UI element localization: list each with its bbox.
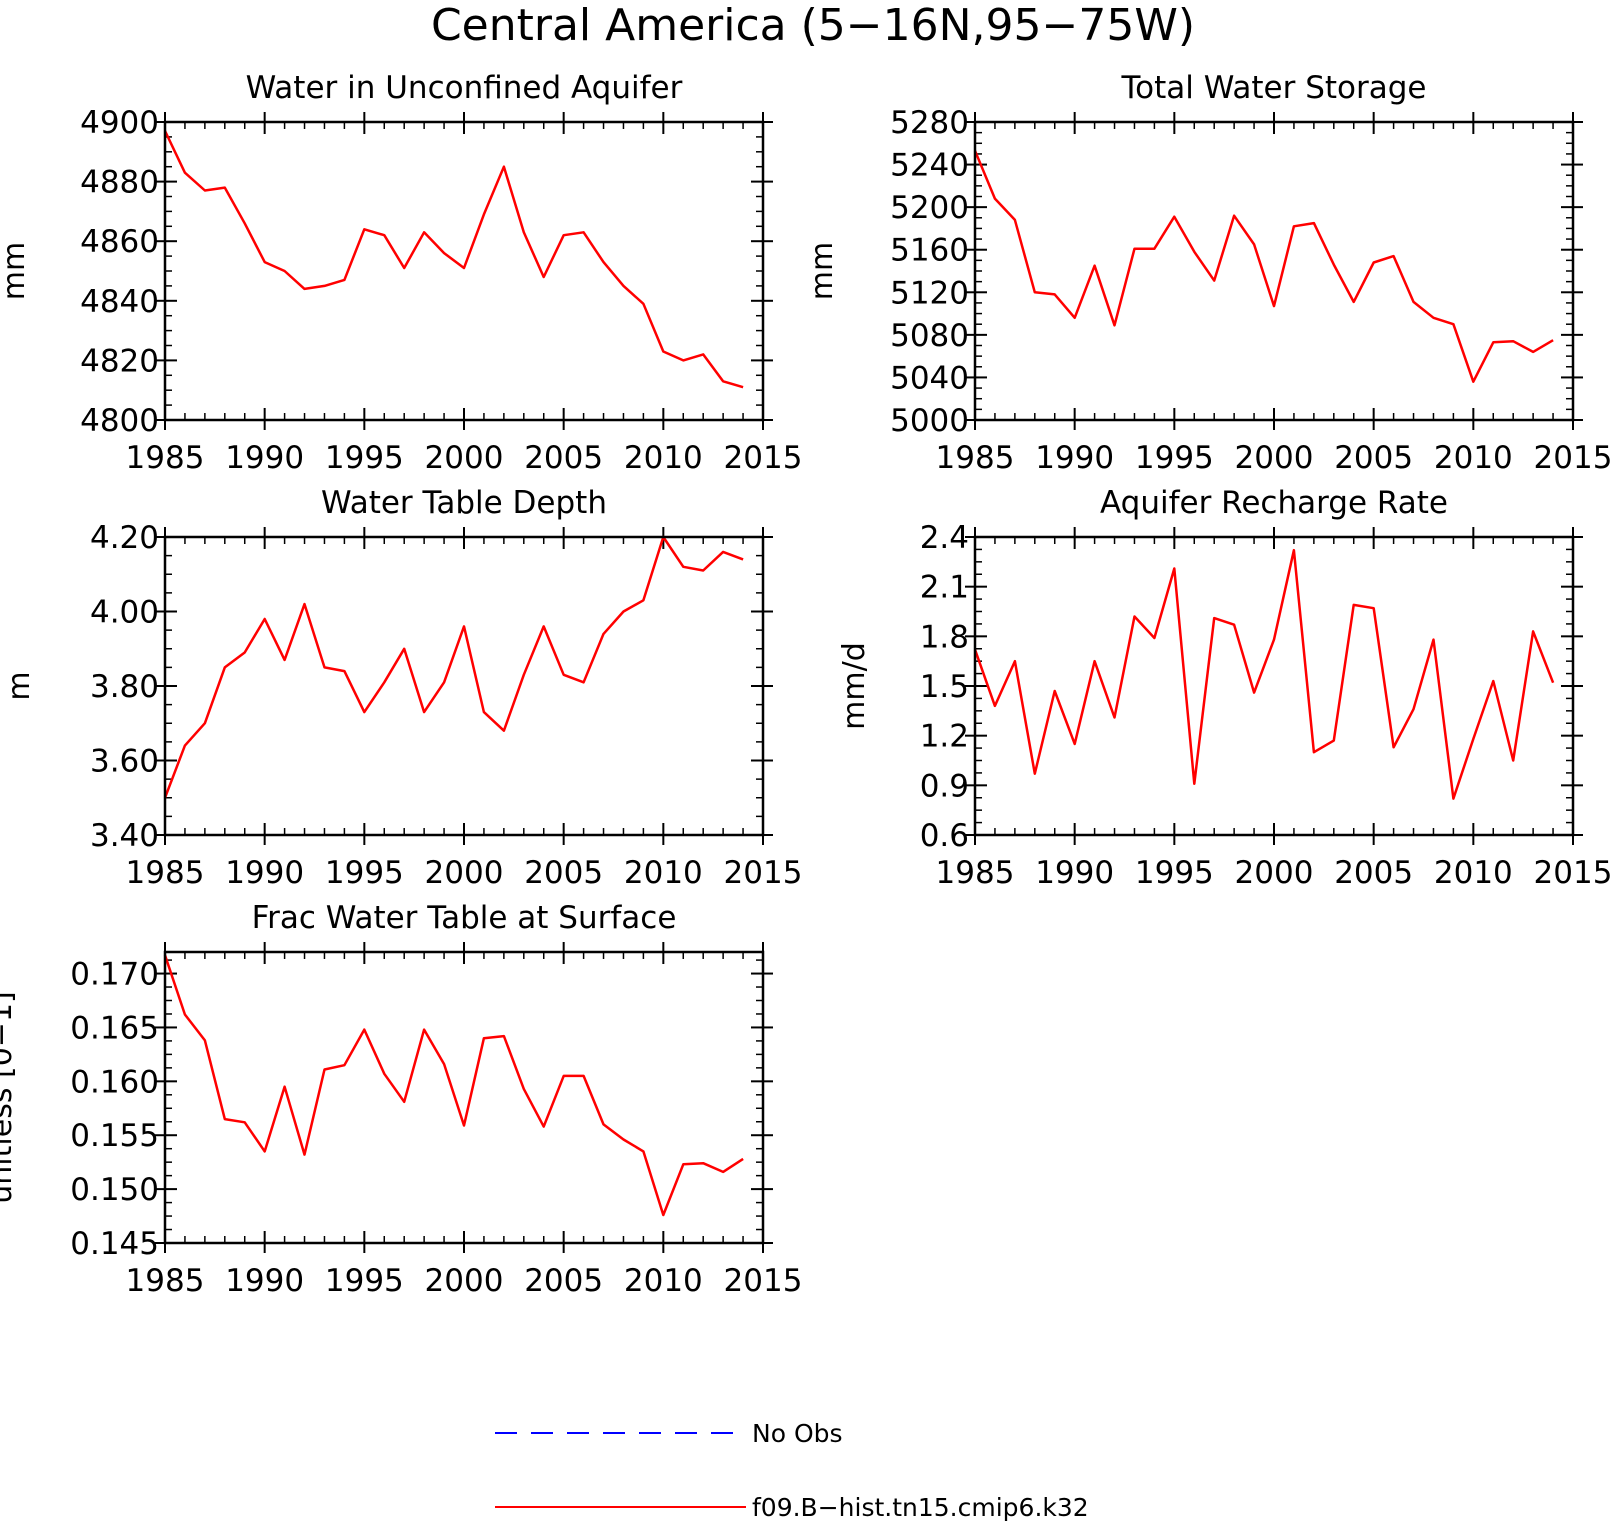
panel-2: Total Water Storage mm 1985 1990 1995 2000 200… xyxy=(805,70,1612,476)
y-tick-label: 5280 xyxy=(890,105,969,141)
x-tick-label: 2000 xyxy=(1235,440,1314,476)
series-line xyxy=(163,954,744,1217)
y-tick-label: 0.160 xyxy=(70,1064,159,1100)
y-axis-label: mm xyxy=(0,242,32,300)
x-tick-label: 1995 xyxy=(325,855,404,891)
x-tick-label: 1990 xyxy=(225,1263,304,1299)
y-axis-label: mm xyxy=(805,242,840,300)
x-tick-label: 2010 xyxy=(624,1263,703,1299)
legend-label-no-obs: No Obs xyxy=(752,1419,843,1448)
y-tick-label: 1.2 xyxy=(920,719,969,755)
x-tick-label: 1995 xyxy=(1135,855,1214,891)
x-tick-label: 2015 xyxy=(724,855,803,891)
legend: No Obs f09.B−hist.tn15.cmip6.k32 xyxy=(495,1419,1089,1521)
x-tick-label: 1995 xyxy=(325,440,404,476)
x-tick-label: 1990 xyxy=(225,440,304,476)
y-tick-label: 4860 xyxy=(80,224,159,260)
x-tick-label: 1985 xyxy=(936,440,1015,476)
x-tick-label: 1985 xyxy=(126,1263,205,1299)
panel-3: Water Table Depth m 1985 1990 1995 2000 2005 20… xyxy=(2,485,802,891)
x-tick-label: 1990 xyxy=(225,855,304,891)
series-line xyxy=(973,150,1554,383)
y-tick-label: 5040 xyxy=(890,360,969,396)
x-tick-label: 2015 xyxy=(1534,440,1613,476)
y-tick-label: 0.170 xyxy=(70,957,159,993)
x-tick-label: 2000 xyxy=(425,1263,504,1299)
y-tick-label: 5240 xyxy=(890,148,969,184)
plot-frame xyxy=(163,535,765,837)
y-tick-label: 2.1 xyxy=(920,570,969,606)
y-tick-label: 2.4 xyxy=(920,520,969,556)
panel-title: Total Water Storage xyxy=(1120,70,1426,106)
x-tick-label: 2010 xyxy=(1434,440,1513,476)
y-axis-label: mm/d xyxy=(837,642,872,730)
y-tick-label: 4800 xyxy=(80,403,159,439)
x-tick-label: 1985 xyxy=(936,855,1015,891)
plot-frame xyxy=(973,535,1575,837)
x-tick-label: 2015 xyxy=(1534,855,1613,891)
y-tick-label: 5200 xyxy=(890,190,969,226)
y-tick-label: 4900 xyxy=(80,105,159,141)
x-tick-label: 2015 xyxy=(724,440,803,476)
y-tick-label: 5080 xyxy=(890,318,969,354)
x-tick-label: 2010 xyxy=(624,440,703,476)
plot-frame xyxy=(973,120,1575,422)
y-axis-label: unitless [0−1] xyxy=(0,991,19,1203)
y-tick-label: 4.00 xyxy=(90,595,159,631)
y-tick-label: 3.60 xyxy=(90,744,159,780)
x-tick-label: 1985 xyxy=(126,440,205,476)
y-tick-label: 4820 xyxy=(80,343,159,379)
plot-frame xyxy=(163,120,765,422)
panels: Water in Unconfined Aquifer mm 1985 1990 199… xyxy=(0,70,1612,1299)
x-tick-label: 2000 xyxy=(1235,855,1314,891)
y-tick-label: 4880 xyxy=(80,165,159,201)
panel-title: Water Table Depth xyxy=(321,485,607,521)
x-tick-label: 1985 xyxy=(126,855,205,891)
y-tick-label: 3.80 xyxy=(90,669,159,705)
y-tick-label: 0.145 xyxy=(70,1226,159,1262)
x-tick-label: 1990 xyxy=(1035,440,1114,476)
series-line xyxy=(163,130,744,389)
x-tick-label: 2005 xyxy=(524,855,603,891)
y-tick-label: 5120 xyxy=(890,275,969,311)
y-tick-label: 4.20 xyxy=(90,520,159,556)
plot-frame xyxy=(163,950,765,1245)
y-tick-label: 1.5 xyxy=(920,669,969,705)
x-tick-label: 2010 xyxy=(1434,855,1513,891)
x-tick-label: 1990 xyxy=(1035,855,1114,891)
panel-4: Aquifer Recharge Rate mm/d 1985 1990 1995 200… xyxy=(837,485,1612,891)
y-tick-label: 5000 xyxy=(890,403,969,439)
y-tick-label: 0.6 xyxy=(920,818,969,854)
x-tick-label: 2005 xyxy=(1334,855,1413,891)
x-tick-label: 2000 xyxy=(425,440,504,476)
panel-title: Water in Unconfined Aquifer xyxy=(246,70,683,106)
y-tick-label: 0.165 xyxy=(70,1010,159,1046)
panel-1: Water in Unconfined Aquifer mm 1985 1990 199… xyxy=(0,70,802,476)
y-tick-label: 1.8 xyxy=(920,619,969,655)
legend-label-model: f09.B−hist.tn15.cmip6.k32 xyxy=(752,1493,1089,1521)
x-tick-label: 2005 xyxy=(524,1263,603,1299)
y-tick-label: 4840 xyxy=(80,284,159,320)
y-tick-label: 0.150 xyxy=(70,1172,159,1208)
x-tick-label: 2000 xyxy=(425,855,504,891)
x-tick-label: 1995 xyxy=(1135,440,1214,476)
series-line xyxy=(163,535,744,799)
y-tick-label: 0.9 xyxy=(920,768,969,804)
y-tick-label: 3.40 xyxy=(90,818,159,854)
y-tick-label: 0.155 xyxy=(70,1118,159,1154)
x-tick-label: 2005 xyxy=(524,440,603,476)
x-tick-label: 1995 xyxy=(325,1263,404,1299)
x-tick-label: 2015 xyxy=(724,1263,803,1299)
y-axis-label: m xyxy=(2,671,37,700)
panel-title: Aquifer Recharge Rate xyxy=(1100,485,1448,521)
x-tick-label: 2010 xyxy=(624,855,703,891)
x-tick-label: 2005 xyxy=(1334,440,1413,476)
y-tick-label: 5160 xyxy=(890,233,969,269)
series-line xyxy=(973,548,1555,800)
panel-5: Frac Water Table at Surface unitless [0−1… xyxy=(0,900,802,1299)
figure-title: Central America (5−16N,95−75W) xyxy=(431,0,1195,51)
panel-title: Frac Water Table at Surface xyxy=(252,900,677,936)
